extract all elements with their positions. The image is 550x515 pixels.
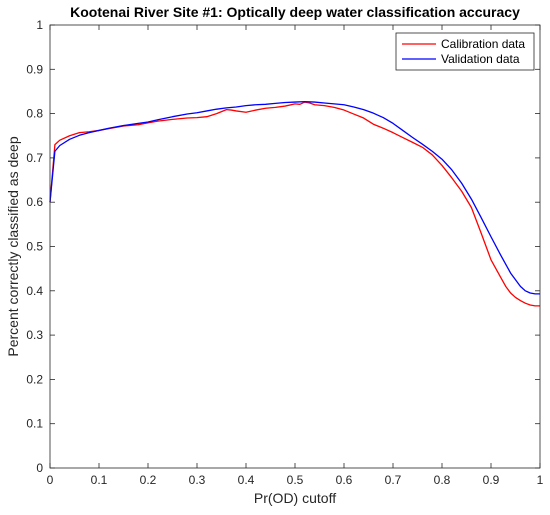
y-axis-label: Percent correctly classified as deep: [5, 136, 21, 356]
chart-title: Kootenai River Site #1: Optically deep w…: [70, 4, 520, 20]
series-layer: [49, 100, 540, 307]
x-tick-label: 0: [47, 473, 54, 487]
x-tick-label: 0.8: [434, 473, 451, 487]
legend: Calibration data Validation data: [395, 32, 535, 71]
y-tick-label: 0.3: [26, 328, 43, 342]
y-tick-label: 0.7: [26, 151, 43, 165]
x-tick-label: 0.2: [140, 473, 157, 487]
x-tick-label: 0.4: [238, 473, 255, 487]
x-tick-label: 0.5: [287, 473, 304, 487]
y-tick-label: 0.8: [26, 107, 43, 121]
ticks-layer: 0 0.1 0.2 0.3 0.4 0.5 0.6 0.7 0.8 0.9 1 0 0.1 0.2 0.3 0…: [26, 18, 543, 487]
x-tick-label: 1: [537, 473, 544, 487]
y-tick-label: 0.2: [26, 372, 43, 386]
y-tick-label: 0.9: [26, 62, 43, 76]
legend-box: [395, 32, 535, 71]
y-tick-label: 0.5: [26, 240, 43, 254]
series-line-validation-data: [49, 100, 540, 295]
y-tick-label: 0: [36, 461, 43, 475]
plot-area: [50, 25, 540, 468]
x-tick-label: 0.7: [385, 473, 402, 487]
y-tick-label: 0.1: [26, 417, 43, 431]
x-tick-label: 0.6: [336, 473, 353, 487]
y-tick-label: 1: [36, 18, 43, 32]
legend-label-validation: Validation data: [441, 52, 520, 66]
legend-label-calibration: Calibration data: [441, 37, 525, 51]
x-axis-label: Pr(OD) cutoff: [254, 490, 336, 506]
x-tick-label: 0.9: [483, 473, 500, 487]
y-tick-label: 0.6: [26, 195, 43, 209]
x-tick-label: 0.1: [91, 473, 108, 487]
y-tick-label: 0.4: [26, 284, 43, 298]
x-tick-label: 0.3: [189, 473, 206, 487]
series-line-calibration-data: [49, 101, 540, 307]
